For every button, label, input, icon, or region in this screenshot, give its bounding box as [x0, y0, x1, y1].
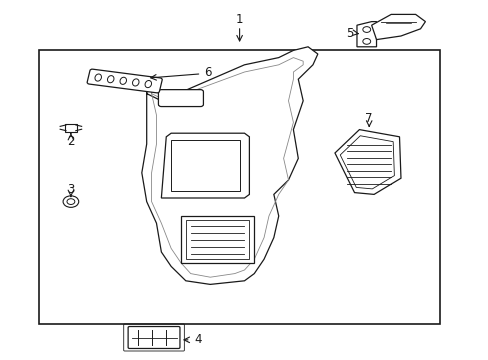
FancyBboxPatch shape: [87, 69, 162, 93]
Polygon shape: [340, 136, 393, 189]
Ellipse shape: [132, 79, 139, 86]
Polygon shape: [142, 47, 317, 284]
Text: 3: 3: [67, 183, 75, 195]
Ellipse shape: [95, 74, 101, 81]
Ellipse shape: [107, 76, 114, 83]
Text: 4: 4: [194, 333, 202, 346]
Text: 5: 5: [346, 27, 353, 40]
Text: 2: 2: [67, 135, 75, 148]
Text: 7: 7: [365, 112, 372, 125]
Polygon shape: [171, 140, 239, 191]
FancyBboxPatch shape: [64, 124, 77, 132]
FancyBboxPatch shape: [128, 327, 180, 348]
Polygon shape: [371, 14, 425, 40]
Polygon shape: [334, 130, 400, 194]
Polygon shape: [181, 216, 254, 263]
Ellipse shape: [120, 77, 126, 84]
Text: 1: 1: [235, 13, 243, 26]
Polygon shape: [161, 133, 249, 198]
Ellipse shape: [145, 81, 151, 87]
Bar: [39, 50, 439, 324]
Polygon shape: [356, 22, 376, 47]
Text: 6: 6: [203, 66, 211, 79]
Polygon shape: [185, 220, 249, 259]
FancyBboxPatch shape: [158, 90, 203, 107]
